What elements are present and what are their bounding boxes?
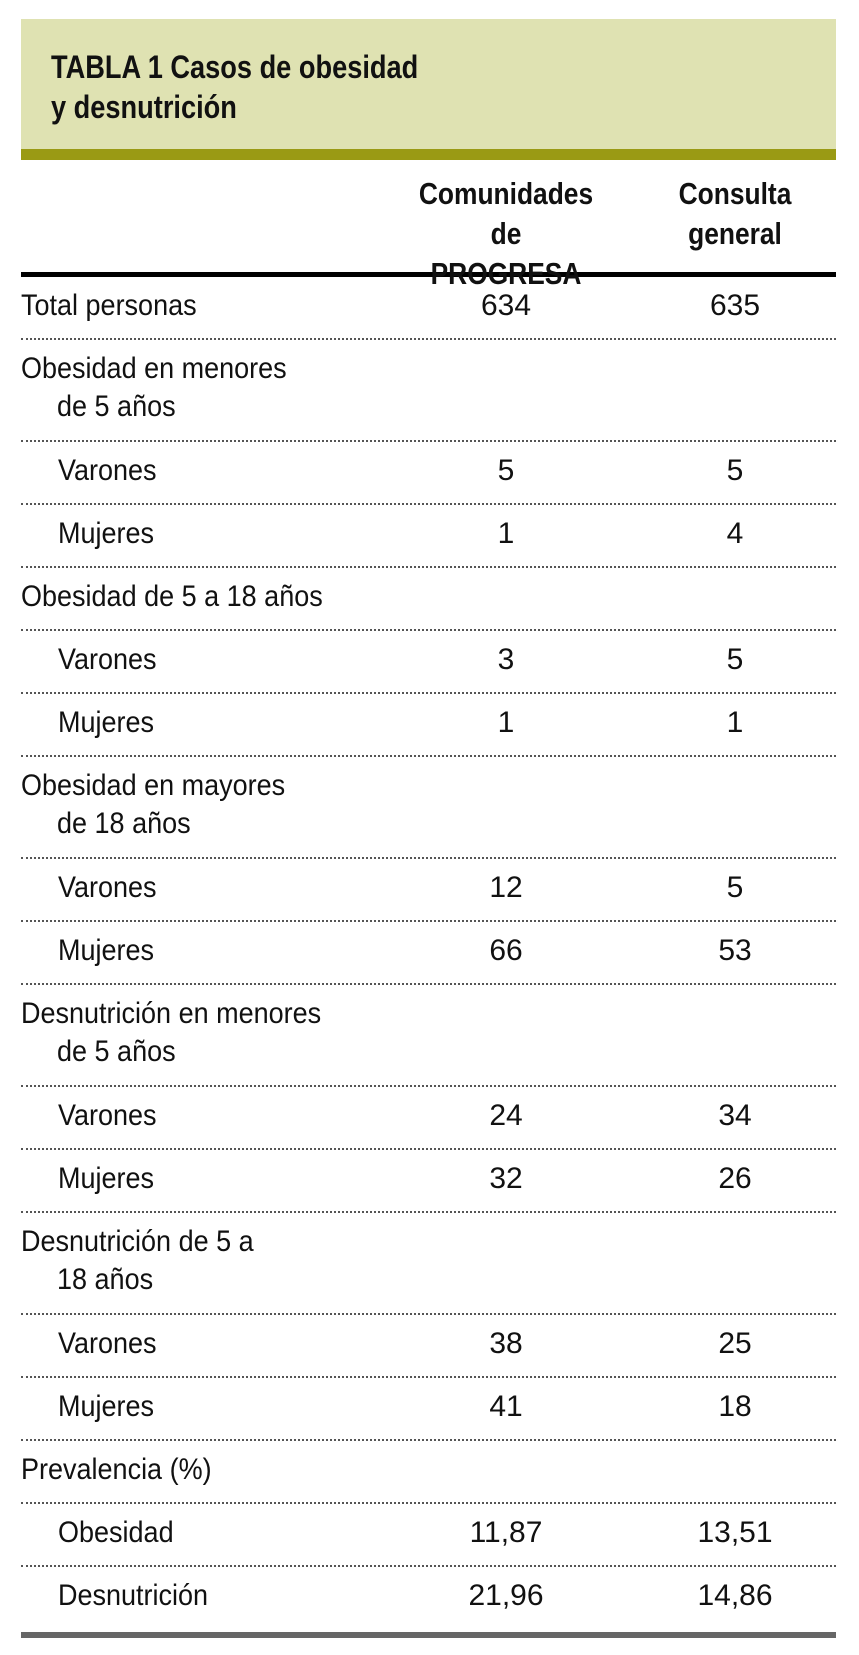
cell-value: 53 <box>718 934 752 967</box>
cell-value: 5 <box>726 643 744 676</box>
row-label: Obesidad <box>58 1516 174 1549</box>
table: Comunidades de PROGRESA Consulta general To… <box>21 160 836 1638</box>
section-label: Prevalencia (%) <box>21 1451 212 1489</box>
section-row: Obesidad de 5 a 18 años <box>21 568 836 631</box>
column-heading: Comunidades de PROGRESA <box>413 174 600 294</box>
cell-value: 12 <box>489 871 523 904</box>
title-line: y desnutrición <box>51 89 237 125</box>
bottom-rule <box>21 1632 836 1638</box>
row-label: Varones <box>58 871 157 904</box>
section-label-line: Prevalencia (%) <box>21 1453 212 1486</box>
cell-value: 11,87 <box>469 1516 543 1549</box>
section-label: Total personas <box>21 287 197 325</box>
cell-value: 26 <box>718 1162 752 1195</box>
section-label: Obesidad en menores de 5 años <box>21 350 287 426</box>
column-heading-line: general <box>688 216 782 251</box>
cell-value: 41 <box>489 1390 523 1423</box>
section-label-line: 18 años <box>57 1263 154 1296</box>
cell-value: 32 <box>489 1162 523 1195</box>
cell-value: 34 <box>718 1099 752 1132</box>
data-row: Varones 5 5 <box>21 442 836 505</box>
cell-value: 18 <box>718 1390 752 1423</box>
data-row: Mujeres 41 18 <box>21 1378 836 1441</box>
data-row: Mujeres 1 4 <box>21 505 836 568</box>
cell-value: 3 <box>497 643 515 676</box>
data-row: Varones 12 5 <box>21 859 836 922</box>
row-label: Mujeres <box>58 934 155 967</box>
cell-value: 635 <box>709 289 761 322</box>
section-label-line: Obesidad en menores <box>21 352 287 385</box>
cell-value: 14,86 <box>697 1579 773 1612</box>
section-label-line: Desnutrición en menores <box>21 997 322 1030</box>
data-row: Varones 38 25 <box>21 1315 836 1378</box>
cell-value: 634 <box>480 289 532 322</box>
row-label: Mujeres <box>58 1390 155 1423</box>
cell-value: 5 <box>726 871 744 904</box>
data-row: Varones 3 5 <box>21 631 836 694</box>
data-row: Obesidad 11,87 13,51 <box>21 1504 836 1567</box>
section-row: Obesidad en menores de 5 años <box>21 340 836 442</box>
section-label-line: Obesidad de 5 a 18 años <box>21 580 323 613</box>
section-row: Prevalencia (%) <box>21 1441 836 1504</box>
cell-value: 5 <box>497 454 515 487</box>
column-heading-line: Consulta <box>678 176 792 211</box>
section-label-line: de 5 años <box>57 1035 176 1068</box>
column-heading-line: Comunidades <box>418 176 594 211</box>
section-label: Obesidad en mayores de 18 años <box>21 767 285 843</box>
column-heading-line: de PROGRESA <box>430 216 582 291</box>
section-row: Total personas 634 635 <box>21 277 836 340</box>
section-row: Obesidad en mayores de 18 años <box>21 757 836 859</box>
data-row: Mujeres 1 1 <box>21 694 836 757</box>
section-label-line: de 18 años <box>57 807 191 840</box>
section-row: Desnutrición de 5 a 18 años <box>21 1213 836 1315</box>
cell-value: 38 <box>489 1327 523 1360</box>
cell-value: 13,51 <box>697 1516 773 1549</box>
row-label: Varones <box>58 643 157 676</box>
cell-value: 4 <box>726 517 744 550</box>
row-label: Mujeres <box>58 517 155 550</box>
data-row: Desnutrición 21,96 14,86 <box>21 1567 836 1628</box>
row-label: Varones <box>58 1099 157 1132</box>
section-label-line: Obesidad en mayores <box>21 769 286 802</box>
title-line: TABLA 1 Casos de obesidad <box>51 49 419 85</box>
row-label: Varones <box>58 454 157 487</box>
cell-value: 66 <box>489 934 523 967</box>
cell-value: 1 <box>497 706 515 739</box>
row-label: Mujeres <box>58 706 155 739</box>
cell-value: 25 <box>718 1327 752 1360</box>
data-row: Mujeres 32 26 <box>21 1150 836 1213</box>
section-label: Obesidad de 5 a 18 años <box>21 578 323 616</box>
cell-value: 1 <box>726 706 744 739</box>
data-row: Mujeres 66 53 <box>21 922 836 985</box>
cell-value: 5 <box>726 454 744 487</box>
data-row: Varones 24 34 <box>21 1087 836 1150</box>
row-label: Desnutrición <box>58 1579 209 1612</box>
section-label-line: de 5 años <box>57 390 176 423</box>
column-heading: Consulta general <box>642 174 829 254</box>
section-row: Desnutrición en menores de 5 años <box>21 985 836 1087</box>
title-band: TABLA 1 Casos de obesidad y desnutrición <box>21 19 836 160</box>
section-label-line: Desnutrición de 5 a <box>21 1225 254 1258</box>
column-header: Comunidades de PROGRESA Consulta general <box>21 160 836 291</box>
cell-value: 21,96 <box>468 1579 544 1612</box>
cell-value: 1 <box>497 517 515 550</box>
row-label: Varones <box>58 1327 157 1360</box>
section-label: Desnutrición de 5 a 18 años <box>21 1223 254 1299</box>
row-label: Mujeres <box>58 1162 155 1195</box>
cell-value: 24 <box>489 1099 523 1132</box>
title: TABLA 1 Casos de obesidad y desnutrición <box>51 47 418 127</box>
section-label-line: Total personas <box>21 289 197 322</box>
section-label: Desnutrición en menores de 5 años <box>21 995 321 1071</box>
